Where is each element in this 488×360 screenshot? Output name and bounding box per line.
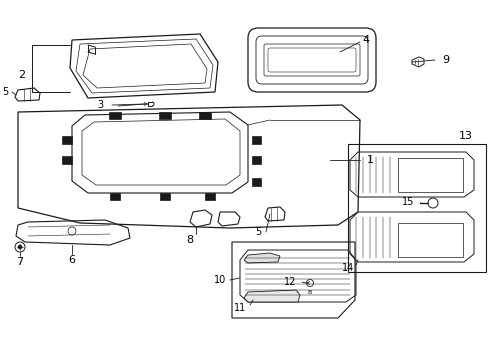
Text: 10: 10 [213, 275, 225, 285]
Text: 5: 5 [254, 227, 261, 237]
Bar [347, 144, 485, 272]
Bar [159, 112, 171, 119]
Text: 4: 4 [362, 35, 369, 45]
Text: 13: 13 [458, 131, 472, 141]
Text: 7: 7 [17, 257, 23, 267]
Text: 11: 11 [233, 303, 245, 313]
Text: 14: 14 [341, 263, 353, 273]
Bar [110, 193, 120, 200]
Text: 1: 1 [366, 155, 373, 165]
Bar [251, 136, 261, 144]
Text: 8: 8 [186, 235, 193, 245]
Text: 15: 15 [401, 197, 413, 207]
Text: B: B [307, 289, 311, 294]
Polygon shape [244, 290, 299, 302]
Circle shape [18, 245, 22, 249]
Bar [62, 136, 72, 144]
Bar [199, 112, 210, 119]
Text: 2: 2 [19, 70, 25, 80]
Text: 3: 3 [97, 100, 103, 110]
Bar [160, 193, 170, 200]
Bar [397, 158, 462, 192]
Bar [397, 223, 462, 257]
Text: 6: 6 [68, 255, 75, 265]
Bar [62, 156, 72, 164]
Bar [251, 156, 261, 164]
Polygon shape [244, 253, 280, 263]
Bar [251, 178, 261, 186]
Bar [204, 193, 215, 200]
Bar [109, 112, 121, 119]
Text: 12: 12 [283, 277, 296, 287]
Text: 9: 9 [442, 55, 448, 65]
Text: 5: 5 [2, 87, 8, 97]
